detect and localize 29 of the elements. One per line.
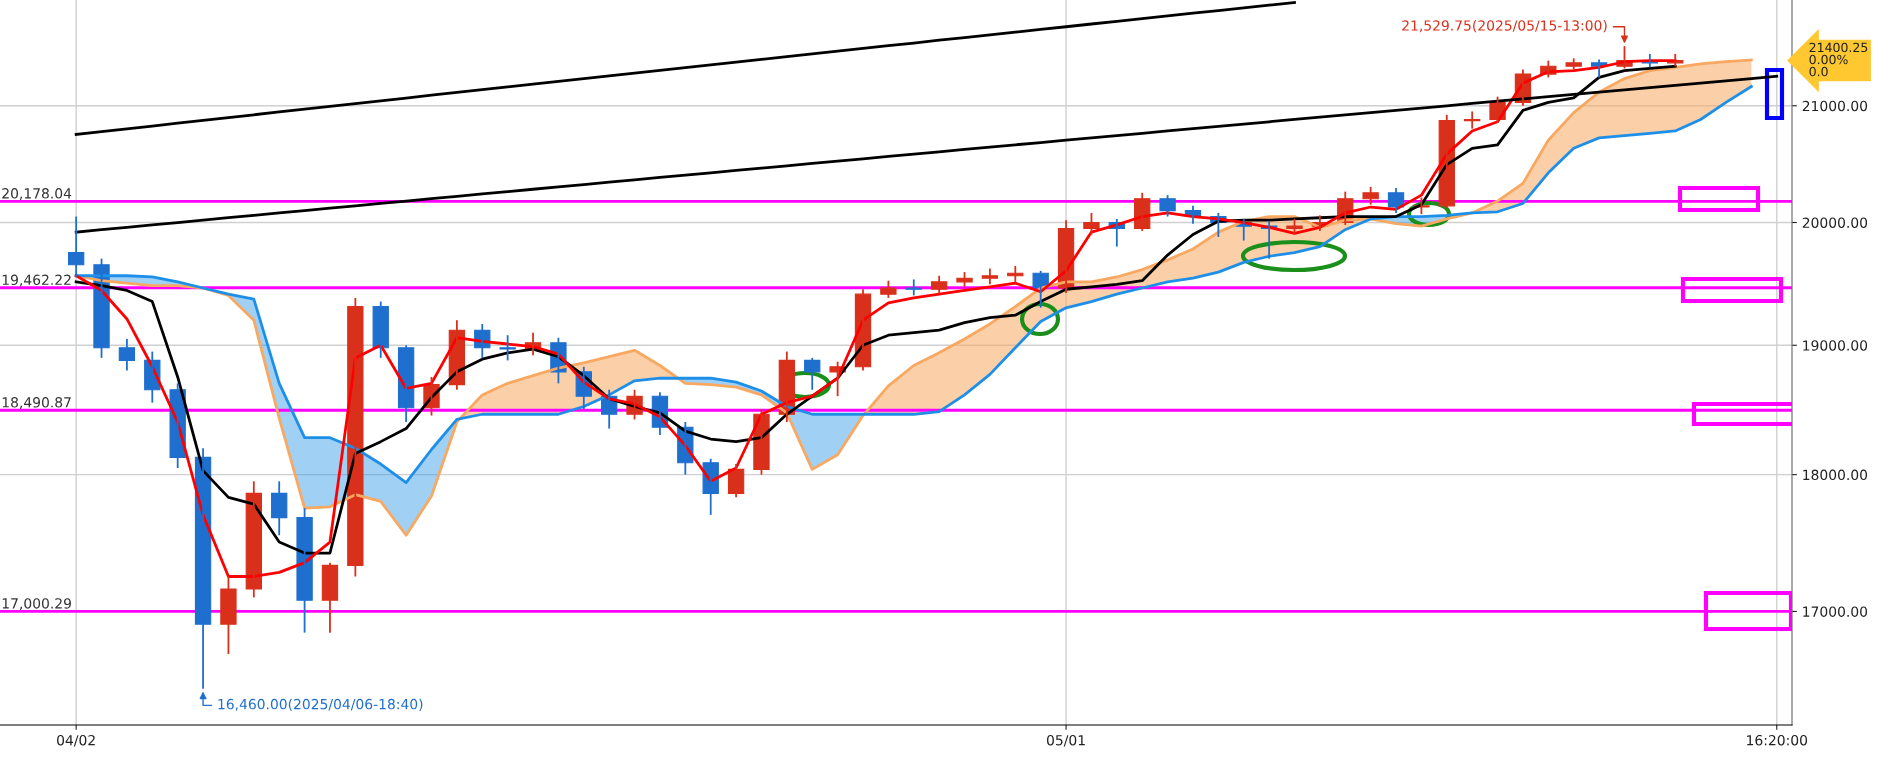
y-tick-label: 21000.00 <box>1802 100 1868 112</box>
line-series <box>74 85 1753 485</box>
annotation: 16,460.00(2025/04/06-18:40) <box>218 698 423 711</box>
y-tick-label: 20000.00 <box>1802 217 1868 228</box>
ref-line-label: 20,178.04 <box>2 188 72 201</box>
y-tick-label: 17000.00 <box>1803 606 1868 617</box>
candlestick <box>296 507 313 634</box>
candlestick <box>1362 185 1379 206</box>
candlestick <box>804 356 821 391</box>
candlestick <box>1159 194 1176 218</box>
y-tick-label: 19000.00 <box>1803 340 1868 351</box>
ref-line-label: 19,462.22 <box>2 274 71 287</box>
text: 21400.25 0.00% 0.0 <box>1809 42 1868 77</box>
candlestick <box>220 575 237 655</box>
x-tick-label: 04/02 <box>57 734 95 747</box>
line-series <box>74 1 1296 136</box>
candlestick <box>981 267 999 286</box>
candlestick <box>880 279 897 299</box>
ref-line-label: 18,490.87 <box>2 397 71 409</box>
candlestick <box>499 334 516 362</box>
candlestick <box>905 278 922 297</box>
candlestick <box>1083 212 1100 236</box>
annotation: 21,529.75(2025/05/15-13:00) <box>1402 20 1607 33</box>
candlestick <box>1565 57 1582 71</box>
ref-line-label: 17,000.29 <box>2 598 71 611</box>
y-tick-label: 18000.00 <box>1803 469 1868 481</box>
candlestick <box>930 274 948 294</box>
x-tick-label: 16:20:00 <box>1747 734 1808 746</box>
x-tick-label: 05/01 <box>1046 734 1085 747</box>
